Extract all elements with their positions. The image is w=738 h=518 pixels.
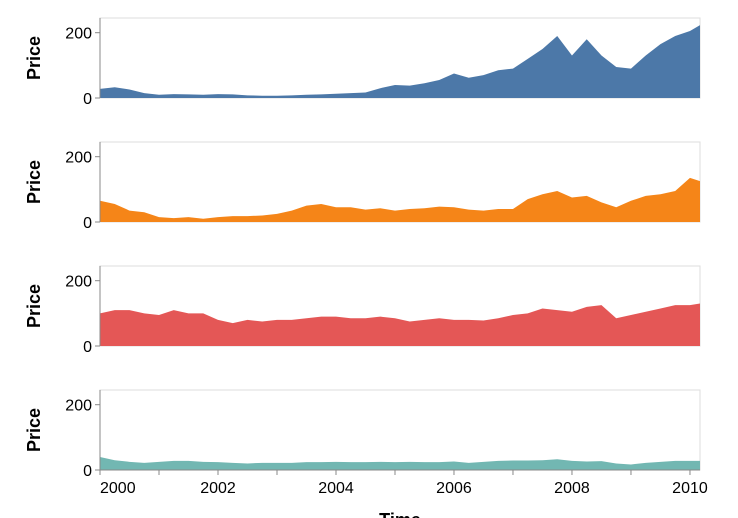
y-axis-title: Price [24, 36, 44, 80]
y-axis-title: Price [24, 408, 44, 452]
x-tick-label: 2004 [318, 480, 354, 497]
area [100, 303, 700, 346]
y-tick-label: 200 [65, 26, 92, 43]
x-tick-label: 2002 [200, 480, 236, 497]
y-axis-title: Price [24, 284, 44, 328]
x-tick-label: 2010 [672, 480, 708, 497]
area [100, 177, 700, 222]
y-tick-label: 0 [83, 339, 92, 356]
y-tick-label: 0 [83, 215, 92, 232]
panel-frame [99, 389, 701, 471]
x-tick-label: 2000 [100, 480, 136, 497]
y-tick-label: 200 [65, 398, 92, 415]
y-axis-title: Price [24, 160, 44, 204]
y-tick-label: 0 [83, 91, 92, 108]
x-axis-title: Time [379, 510, 421, 518]
y-tick-label: 200 [65, 150, 92, 167]
area [100, 25, 700, 99]
area [100, 456, 700, 470]
x-tick-label: 2006 [436, 480, 472, 497]
x-tick-label: 2008 [554, 480, 590, 497]
y-tick-label: 200 [65, 274, 92, 291]
y-tick-label: 0 [83, 463, 92, 480]
